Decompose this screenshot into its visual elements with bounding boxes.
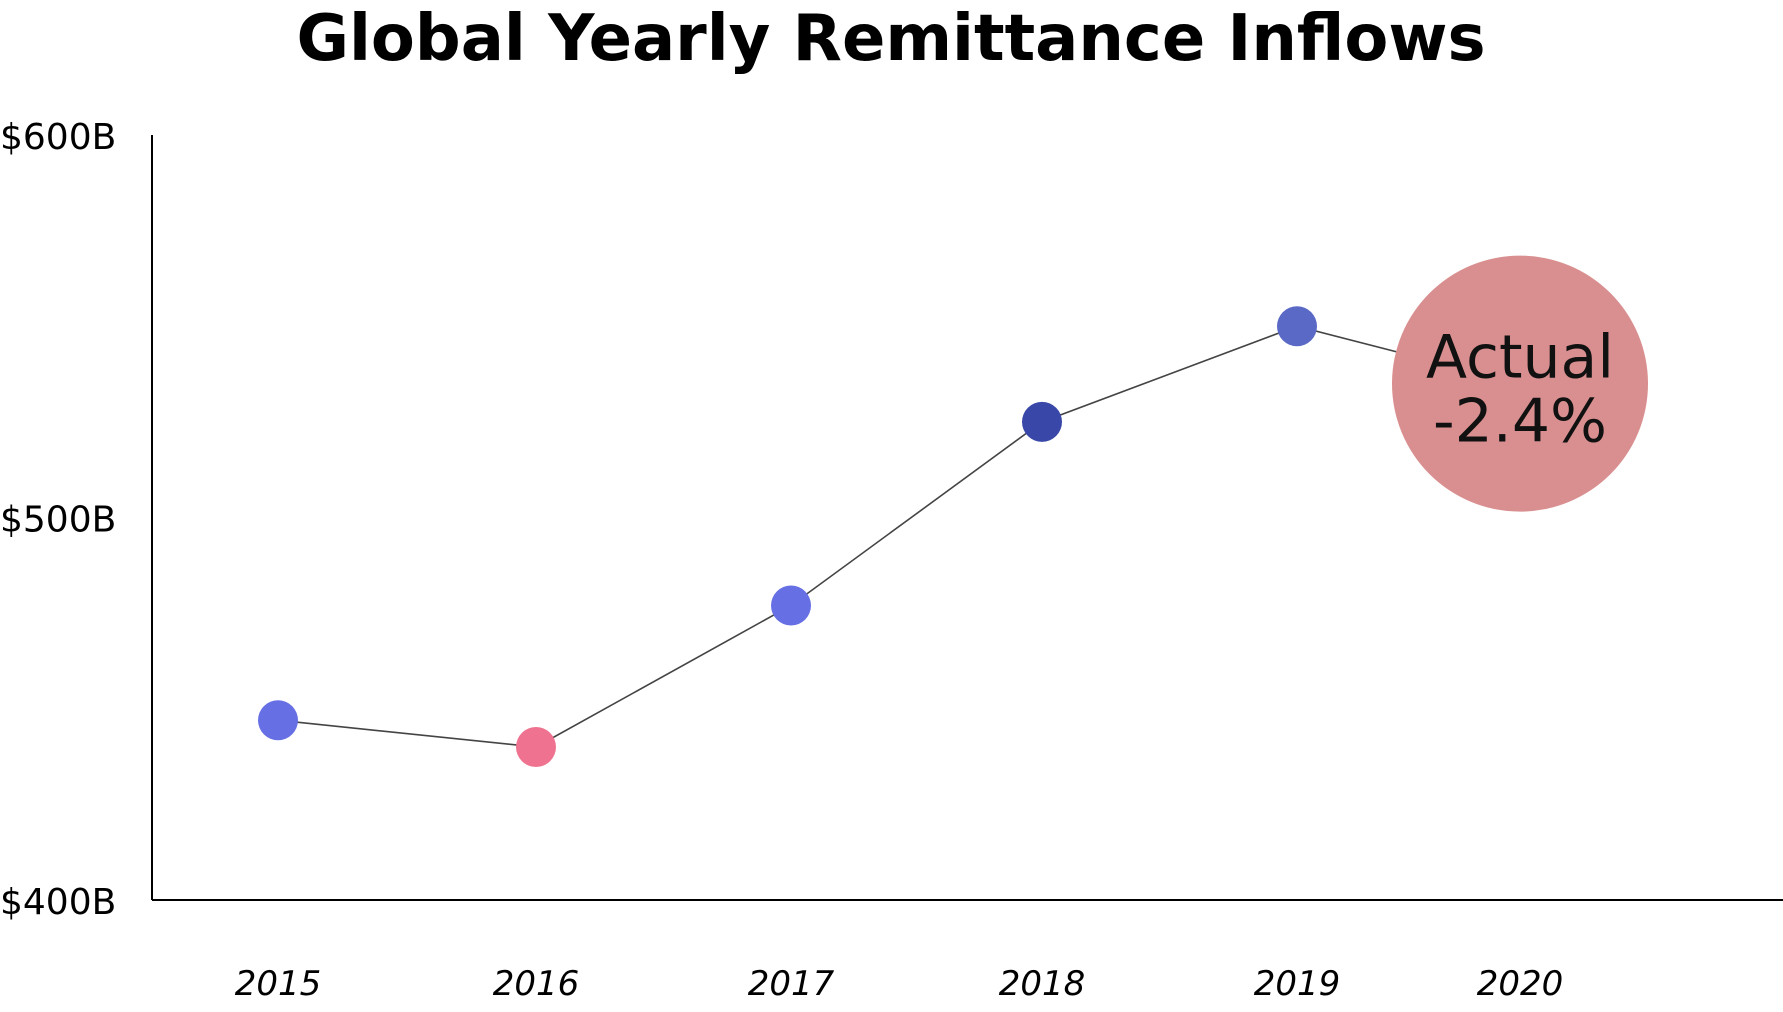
x-tick-label: 2020: [1477, 964, 1564, 1004]
annotation-line2: -2.4%: [1433, 387, 1607, 457]
data-point-2015: [258, 700, 298, 741]
annotation-callout: Actual-2.4%: [1392, 255, 1648, 512]
data-points: [258, 306, 1317, 767]
chart-title: Global Yearly Remittance Inflows: [296, 2, 1485, 76]
x-tick-label: 2015: [235, 964, 322, 1004]
data-point-2019: [1277, 306, 1317, 347]
y-tick-label: $600B: [0, 117, 116, 158]
annotation-line1: Actual: [1426, 323, 1614, 393]
axes: [151, 135, 1783, 901]
data-point-2018: [1022, 401, 1062, 442]
series-line: [277, 325, 1521, 748]
x-tick-labels: 2015 2016 2017 2018 2019 2020: [235, 964, 1564, 1004]
y-tick-labels: $400B $500B $600B: [0, 117, 116, 923]
x-tick-label: 2019: [1254, 964, 1341, 1004]
data-point-2017: [771, 585, 811, 626]
y-tick-label: $500B: [0, 500, 116, 541]
x-tick-label: 2018: [999, 964, 1086, 1004]
data-point-2020: [1392, 255, 1648, 512]
data-point-2016: [516, 727, 556, 767]
y-tick-label: $400B: [0, 882, 116, 923]
series-polyline: [277, 325, 1521, 748]
x-tick-label: 2017: [748, 964, 835, 1004]
x-tick-label: 2016: [493, 964, 580, 1004]
